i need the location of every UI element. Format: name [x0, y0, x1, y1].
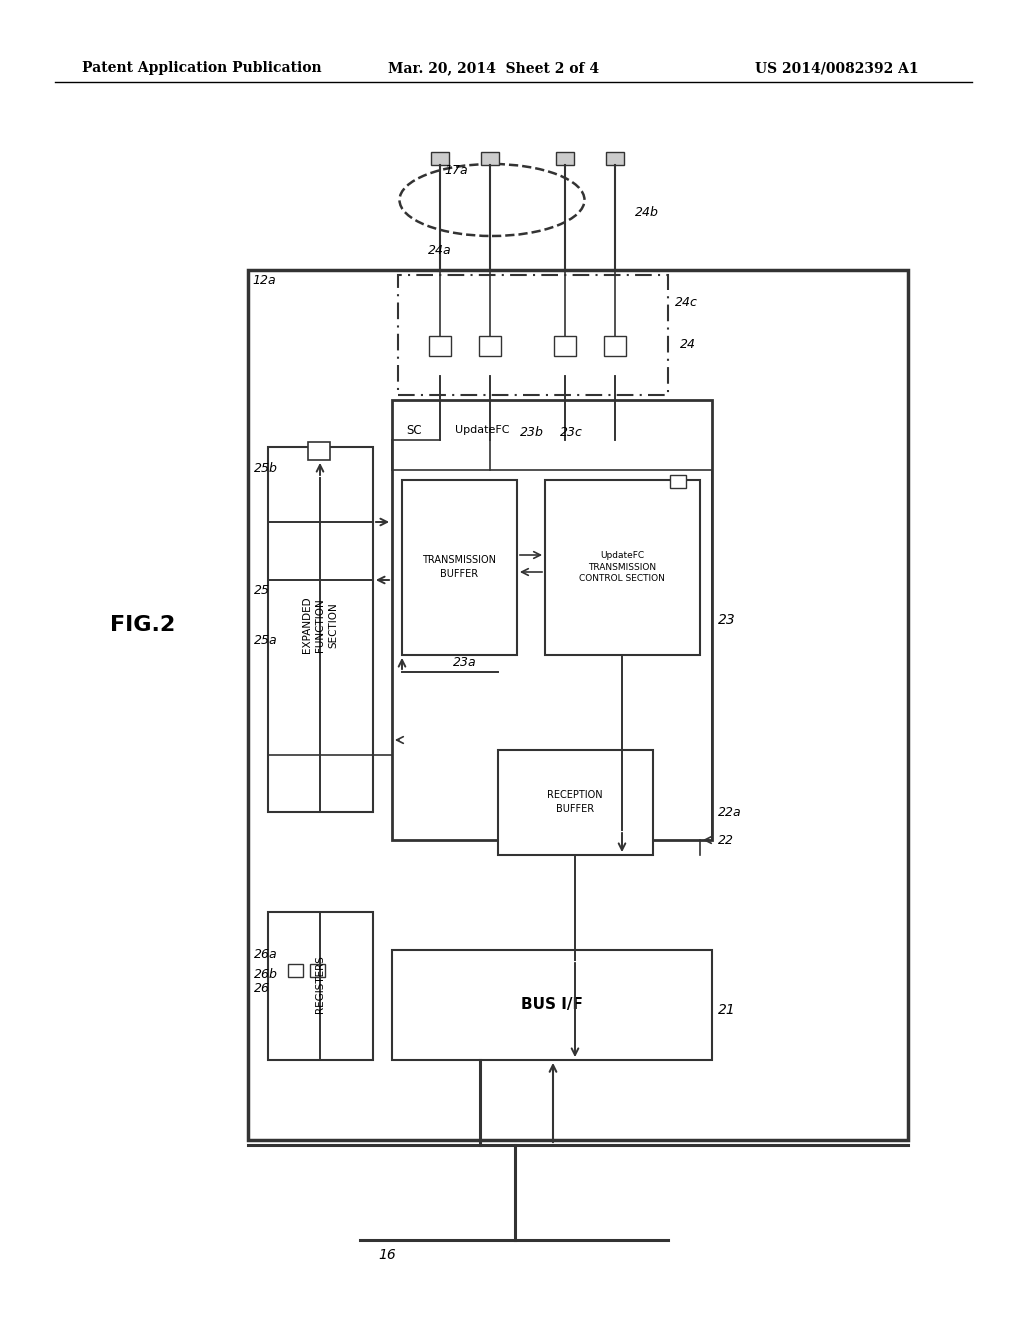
Bar: [670, 475, 686, 488]
Bar: [498, 750, 653, 855]
Text: 26: 26: [254, 982, 270, 994]
Text: UpdateFC: UpdateFC: [455, 425, 510, 436]
Bar: [481, 152, 499, 165]
Text: Patent Application Publication: Patent Application Publication: [82, 61, 322, 75]
Bar: [288, 964, 303, 977]
Bar: [431, 152, 449, 165]
Bar: [268, 912, 373, 1060]
Text: 24: 24: [680, 338, 696, 351]
Bar: [554, 337, 575, 356]
Text: 12a: 12a: [252, 273, 275, 286]
Bar: [479, 337, 501, 356]
Bar: [248, 271, 908, 1140]
Bar: [402, 480, 517, 655]
Text: FIG.2: FIG.2: [110, 615, 175, 635]
Bar: [392, 950, 712, 1060]
Text: Mar. 20, 2014  Sheet 2 of 4: Mar. 20, 2014 Sheet 2 of 4: [388, 61, 599, 75]
Text: 21: 21: [718, 1003, 736, 1016]
Bar: [268, 447, 373, 812]
Text: 22a: 22a: [718, 805, 741, 818]
Text: 26a: 26a: [254, 949, 278, 961]
Text: 25b: 25b: [254, 462, 278, 474]
Bar: [310, 964, 325, 977]
Text: 25a: 25a: [254, 634, 278, 647]
Text: US 2014/0082392 A1: US 2014/0082392 A1: [755, 61, 919, 75]
Bar: [392, 400, 712, 840]
Text: UpdateFC
TRANSMISSION
CONTROL SECTION: UpdateFC TRANSMISSION CONTROL SECTION: [579, 550, 665, 583]
Text: 25: 25: [254, 583, 270, 597]
Text: TRANSMISSION
BUFFER: TRANSMISSION BUFFER: [422, 556, 496, 578]
Text: 23: 23: [718, 612, 736, 627]
Text: SC: SC: [406, 424, 422, 437]
Bar: [308, 442, 330, 459]
Text: 26b: 26b: [254, 969, 278, 982]
Bar: [545, 480, 700, 655]
Text: BUS I/F: BUS I/F: [521, 998, 583, 1012]
Text: 23a: 23a: [453, 656, 476, 668]
Text: REGISTERS: REGISTERS: [315, 956, 325, 1012]
Text: 22: 22: [718, 833, 734, 846]
Text: 24c: 24c: [675, 296, 698, 309]
Text: 17a: 17a: [444, 164, 468, 177]
Text: EXPANDED
FUNCTION
SECTION: EXPANDED FUNCTION SECTION: [302, 597, 338, 653]
Text: RECEPTION
BUFFER: RECEPTION BUFFER: [547, 791, 603, 813]
Bar: [606, 152, 624, 165]
Text: 24b: 24b: [635, 206, 658, 219]
Text: 16: 16: [378, 1247, 395, 1262]
Bar: [604, 337, 626, 356]
Bar: [556, 152, 574, 165]
Text: 24a: 24a: [428, 243, 452, 256]
Bar: [398, 275, 668, 395]
Text: 23b: 23b: [520, 425, 544, 438]
Text: 23c: 23c: [560, 425, 583, 438]
Bar: [429, 337, 451, 356]
